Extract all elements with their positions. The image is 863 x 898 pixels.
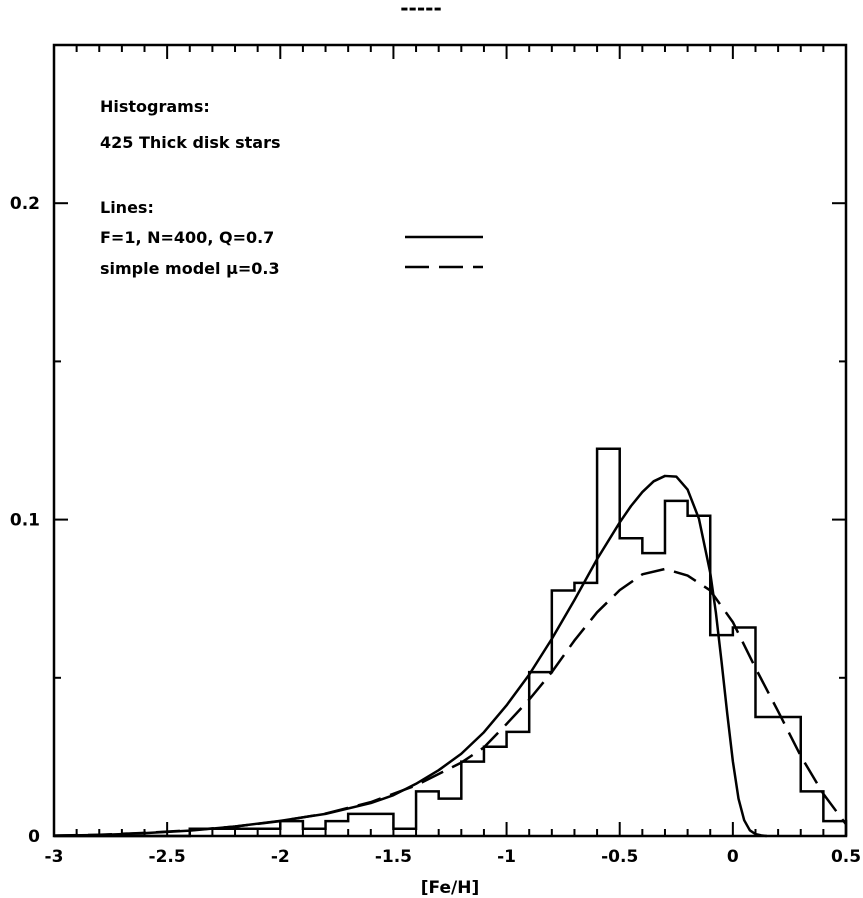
x-tick-label: 0 xyxy=(727,847,739,867)
histograms-description: 425 Thick disk stars xyxy=(100,133,281,152)
x-tick-label: -1 xyxy=(497,847,516,867)
chart-title: ----- xyxy=(400,0,442,20)
lines-heading: Lines: xyxy=(100,198,154,217)
histogram xyxy=(54,447,848,838)
x-tick-label: -2 xyxy=(271,847,290,867)
y-tick-label: 0.2 xyxy=(10,194,40,214)
legend-label-dashed: simple model μ=0.3 xyxy=(100,259,280,278)
axis-tick-labels: -3 -2.5 -2 -1.5 -1 -0.5 0 0.5 0 0.1 0.2 xyxy=(10,194,861,867)
y-tick-label: 0.1 xyxy=(10,511,40,531)
x-tick-label: -3 xyxy=(45,847,64,867)
x-axis-label: [Fe/H] xyxy=(421,878,479,898)
x-tick-label: -1.5 xyxy=(375,847,412,867)
x-tick-label: 0.5 xyxy=(831,847,861,867)
x-tick-label: -2.5 xyxy=(149,847,186,867)
plot-area xyxy=(52,43,848,838)
model-lines xyxy=(53,474,848,838)
plot-frame xyxy=(52,43,848,838)
legend-label-solid: F=1, N=400, Q=0.7 xyxy=(100,228,274,247)
histograms-heading: Histograms: xyxy=(100,97,210,116)
y-tick-label: 0 xyxy=(28,827,40,847)
histogram-steps xyxy=(54,447,848,838)
legend: Histograms: 425 Thick disk stars Lines: … xyxy=(100,97,483,278)
x-tick-label: -0.5 xyxy=(601,847,638,867)
line-dashed-simple-model xyxy=(53,567,848,837)
